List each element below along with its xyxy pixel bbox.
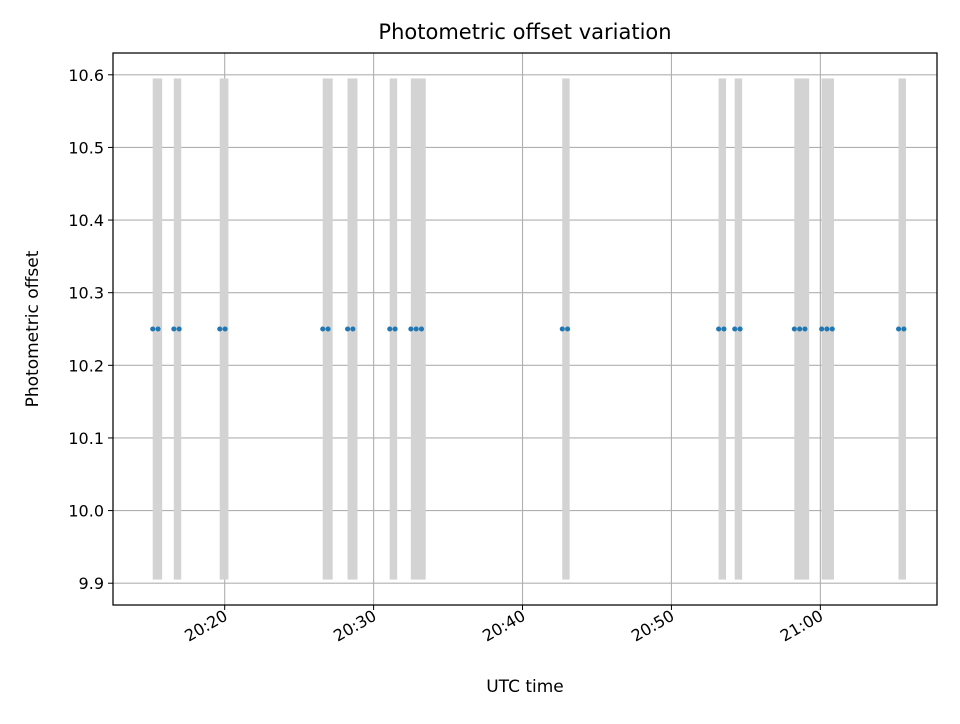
- y-tick-label: 10.5: [68, 138, 104, 157]
- y-tick-label: 10.2: [68, 356, 104, 375]
- chart-title: Photometric offset variation: [378, 20, 671, 44]
- y-ticks: 9.9 10.0 10.1 10.2 10.3 10.4 10.5 10.6: [68, 66, 113, 593]
- plot-frame: [112, 52, 938, 606]
- y-tick-label: 10.6: [68, 66, 104, 85]
- y-tick-label: 10.4: [68, 211, 104, 230]
- y-tick-label: 10.3: [68, 284, 104, 303]
- y-tick-label: 10.1: [68, 429, 104, 448]
- y-axis-label: Photometric offset: [23, 250, 43, 407]
- x-axis-label: UTC time: [486, 677, 564, 697]
- y-tick-label: 9.9: [79, 574, 104, 593]
- y-tick-label: 10.0: [68, 502, 104, 521]
